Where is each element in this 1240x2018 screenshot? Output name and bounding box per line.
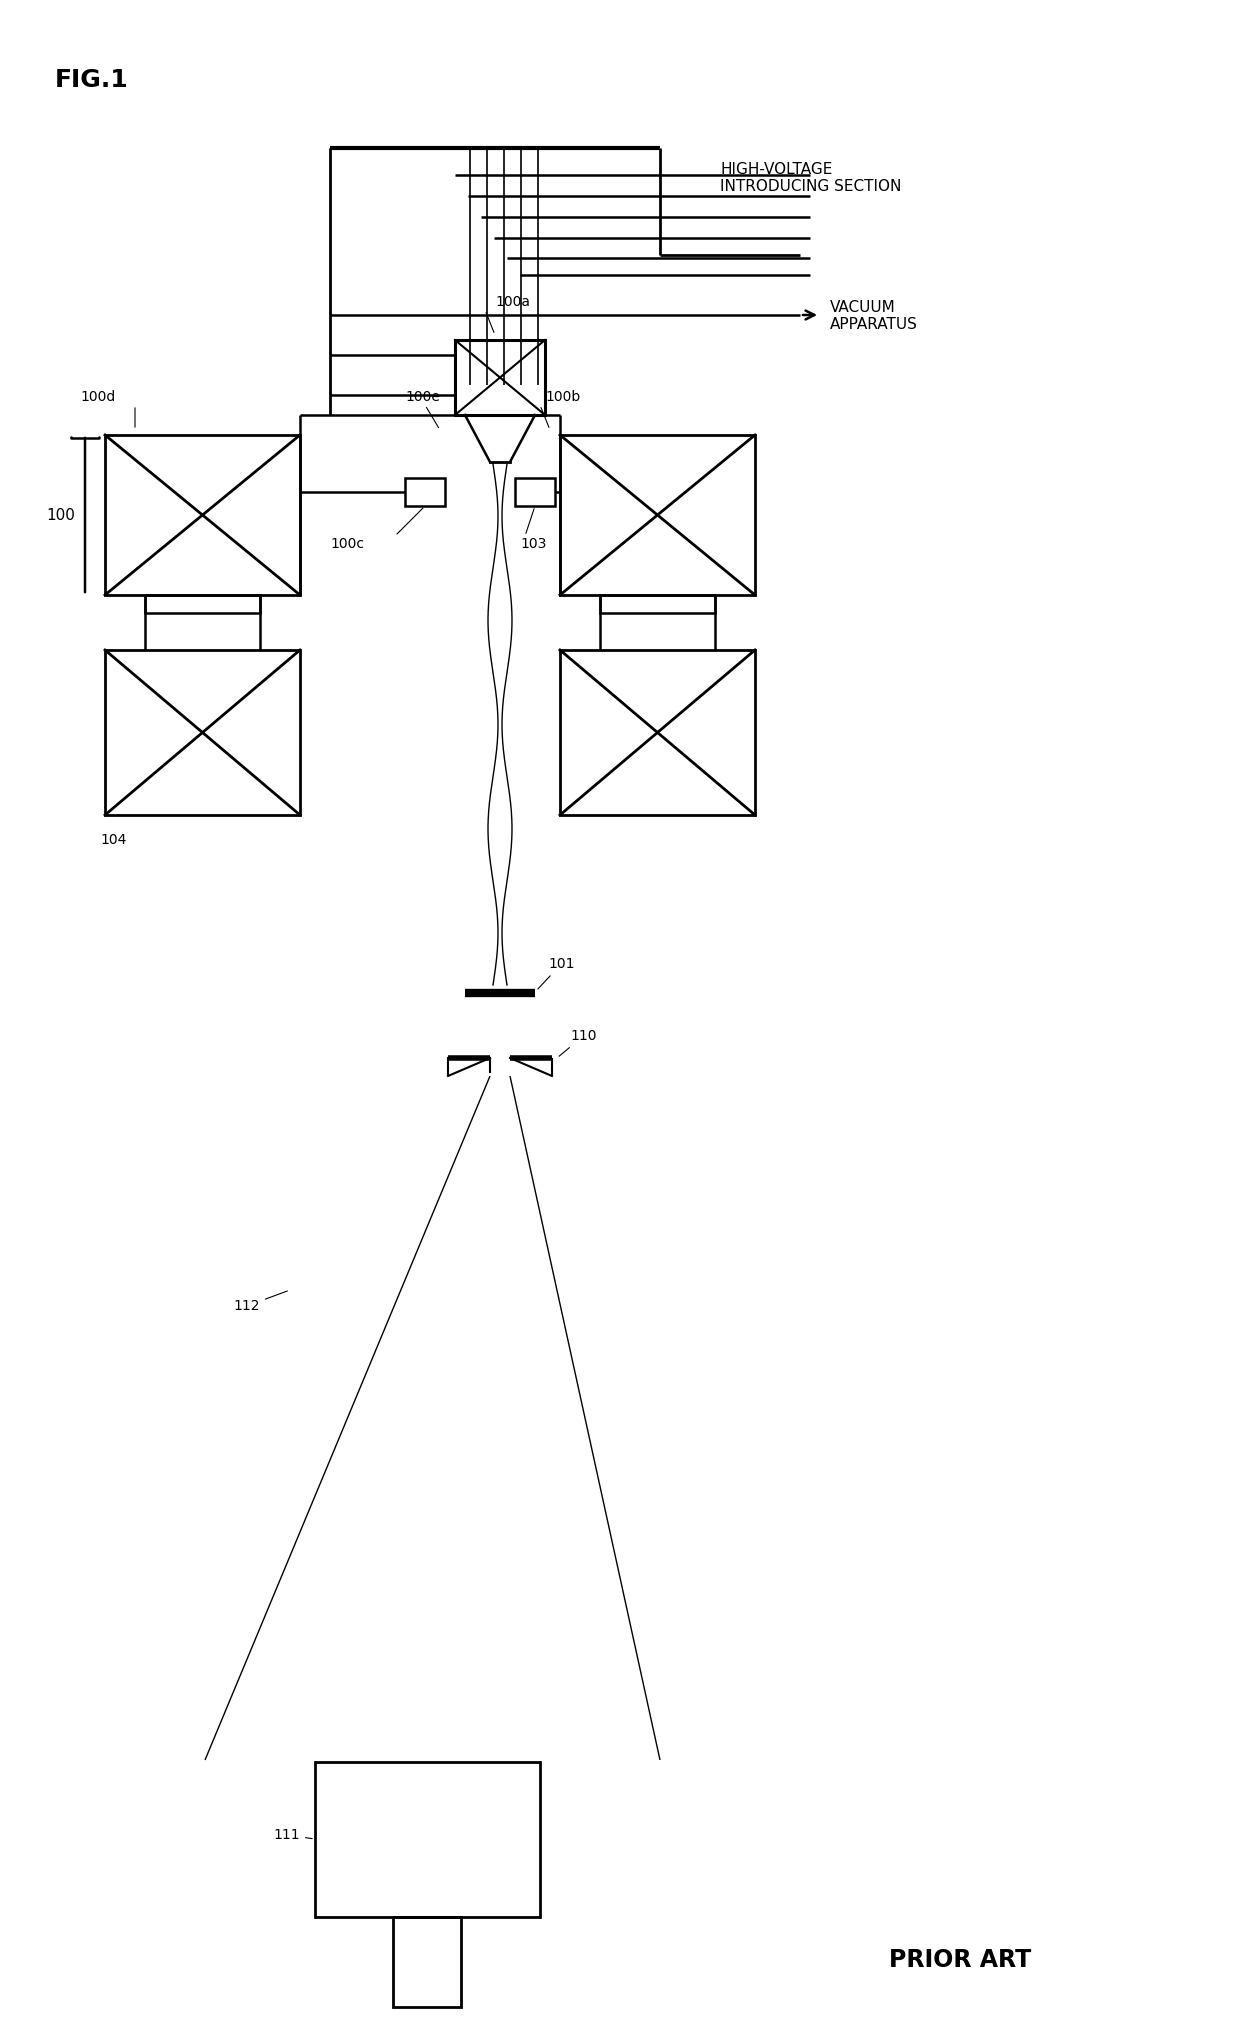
Polygon shape: [448, 1047, 490, 1072]
Bar: [455, 339, 546, 416]
Bar: [105, 650, 300, 815]
Text: 110: 110: [559, 1029, 596, 1055]
Text: FIG.1: FIG.1: [55, 69, 129, 93]
Text: 100a: 100a: [495, 295, 529, 309]
Text: 111: 111: [273, 1828, 312, 1842]
Text: 104: 104: [100, 833, 126, 848]
Bar: [515, 478, 556, 507]
Text: 100e: 100e: [405, 389, 440, 404]
Text: 101: 101: [538, 957, 574, 989]
Bar: [393, 1917, 461, 2008]
Bar: [405, 478, 445, 507]
Bar: [145, 595, 260, 613]
Text: 112: 112: [233, 1292, 288, 1314]
Text: HIGH-VOLTAGE
INTRODUCING SECTION: HIGH-VOLTAGE INTRODUCING SECTION: [720, 161, 901, 194]
Text: 100c: 100c: [330, 537, 365, 551]
Text: VACUUM
APPARATUS: VACUUM APPARATUS: [830, 301, 918, 333]
Text: 103: 103: [520, 537, 547, 551]
Bar: [105, 436, 300, 595]
Text: PRIOR ART: PRIOR ART: [889, 1947, 1032, 1972]
Bar: [560, 650, 755, 815]
Bar: [600, 595, 715, 613]
Bar: [315, 1762, 539, 1917]
Text: 100b: 100b: [546, 389, 580, 404]
Bar: [560, 436, 755, 595]
Text: 100d: 100d: [81, 389, 115, 404]
Text: 100: 100: [46, 507, 74, 523]
